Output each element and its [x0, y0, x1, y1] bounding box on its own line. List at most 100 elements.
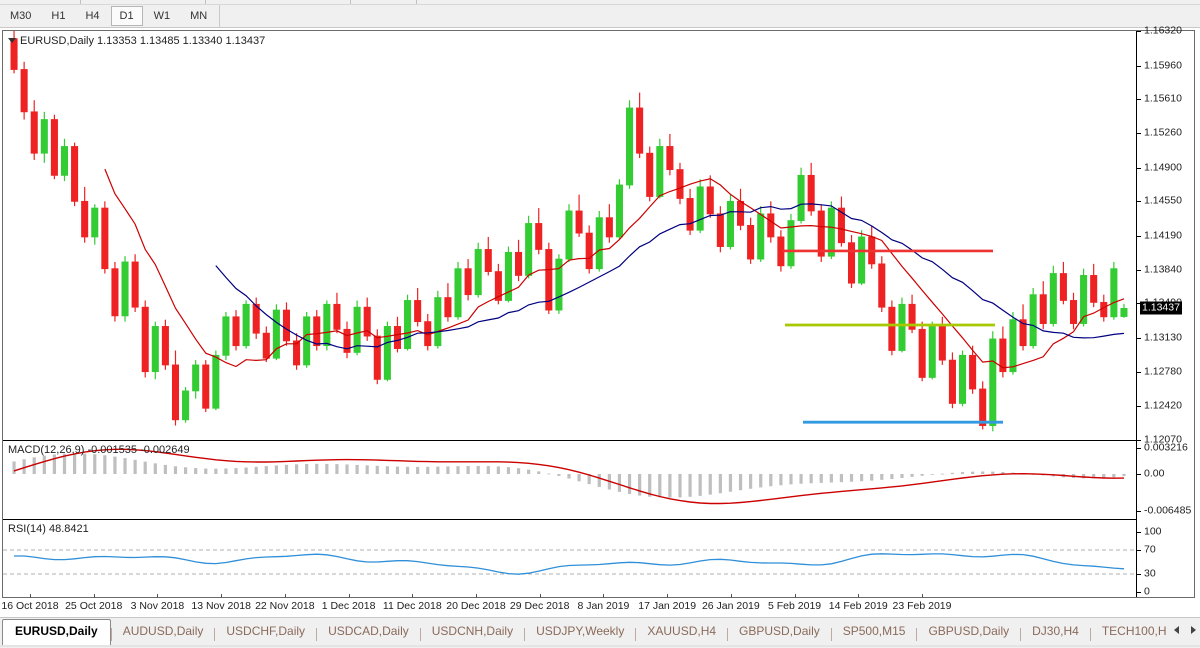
price-axis-tick: [1137, 406, 1141, 408]
chart-tab-dj30-h4[interactable]: DJ30,H4: [1032, 624, 1079, 638]
timeframe-button-group: M30 H1 H4 D1 W1 MN: [0, 5, 221, 27]
pane-separator-2: [3, 519, 1139, 520]
chart-tab-eurusd-daily[interactable]: EURUSD,Daily: [2, 619, 111, 645]
rsi-plot-area[interactable]: [3, 520, 1194, 597]
price-axis[interactable]: 1.16320 1.15960 1.15610 1.15260 1.14900 1.145…: [1137, 25, 1194, 598]
macd-pane-label: MACD(12,26,9) -0.001535 -0.002649: [8, 444, 190, 456]
chart-tab-tech100-h[interactable]: TECH100,H: [1101, 624, 1167, 638]
tab-scroll-arrows[interactable]: [1174, 626, 1196, 634]
date-axis-tick: [412, 594, 414, 598]
rsi-axis-tick: [1137, 574, 1141, 575]
scroll-left-icon[interactable]: [1174, 626, 1179, 634]
price-axis-label: 1.12780: [1144, 365, 1182, 378]
tab-divider: [727, 628, 729, 641]
chart-tab-audusd-daily[interactable]: AUDUSD,Daily: [122, 624, 204, 638]
date-axis-tick: [284, 594, 286, 598]
chart-tab-usdcnh-daily[interactable]: USDCNH,Daily: [431, 624, 514, 638]
date-axis-tick: [730, 594, 732, 598]
timeframe-button-mn[interactable]: MN: [190, 10, 208, 22]
rsi-axis-label: 0: [1144, 585, 1150, 598]
collapse-triangle-icon[interactable]: [8, 37, 16, 43]
axis-divider: [1136, 31, 1137, 597]
date-axis-label: 16 Oct 2018: [1, 600, 59, 612]
date-axis-tick: [794, 594, 796, 598]
price-axis-label: 1.12420: [1144, 399, 1182, 412]
price-axis-label: 1.14190: [1144, 229, 1182, 242]
date-axis-label: 25 Oct 2018: [65, 600, 123, 612]
chart-tab-usdchf-daily[interactable]: USDCHF,Daily: [226, 624, 306, 638]
chart-tab-gbpusd-daily[interactable]: GBPUSD,Daily: [928, 624, 1010, 638]
toolbar-underline: [0, 4, 1200, 5]
price-pane-label: EURUSD,Daily 1.13353 1.13485 1.13340 1.1…: [8, 35, 265, 47]
rsi-pane-label: RSI(14) 48.8421: [8, 523, 89, 535]
chart-tab-xauusd-h4[interactable]: XAUUSD,H4: [647, 624, 717, 638]
price-axis-tick: [1137, 99, 1141, 101]
date-axis: 16 Oct 2018 25 Oct 2018 3 Nov 2018 13 Nov 2…: [1, 594, 1195, 615]
price-axis-tick: [1137, 235, 1141, 237]
chart-frame[interactable]: EURUSD,Daily 1.13353 1.13485 1.13340 1.1…: [2, 25, 1195, 598]
tab-divider: [214, 628, 216, 641]
macd-axis-tick: [1137, 448, 1141, 449]
date-axis-label: 1 Dec 2018: [321, 600, 376, 612]
current-price-badge: 1.13437: [1140, 301, 1182, 315]
date-axis-tick: [30, 594, 31, 598]
pane-separator-1: [3, 440, 1139, 441]
price-axis-tick: [1137, 269, 1141, 271]
rsi-svg: [3, 549, 1139, 575]
timeframe-button-h4[interactable]: H4: [85, 10, 100, 22]
price-axis-tick: [1137, 303, 1141, 305]
macd-axis-label: 0.00: [1144, 467, 1165, 480]
chart-tab-usdcad-daily[interactable]: USDCAD,Daily: [328, 624, 409, 638]
rsi-pane[interactable]: RSI(14) 48.8421: [3, 520, 1194, 597]
rsi-axis-label: 70: [1144, 543, 1156, 556]
chart-tab-gbpusd-daily[interactable]: GBPUSD,Daily: [739, 624, 820, 638]
date-axis-label: 22 Nov 2018: [255, 600, 315, 612]
price-axis-label: 1.13840: [1144, 263, 1182, 276]
date-axis-tick: [348, 594, 350, 598]
timeframe-button-d1[interactable]: D1: [110, 6, 143, 26]
symbol-ohlc-text: EURUSD,Daily 1.13353 1.13485 1.13340 1.1…: [20, 35, 266, 47]
date-axis-tick: [603, 594, 605, 598]
macd-axis-label: 0.003216: [1144, 441, 1188, 454]
price-axis-tick: [1137, 65, 1141, 67]
price-axis-tick: [1137, 371, 1141, 373]
timeframe-button-m30[interactable]: M30: [10, 10, 32, 22]
chart-tab-sp500-m15[interactable]: SP500,M15: [842, 624, 906, 638]
price-axis-label: 1.14900: [1144, 161, 1182, 174]
rsi-axis-tick: [1137, 592, 1141, 593]
chart-tab-usdjpy-weekly[interactable]: USDJPY,Weekly: [536, 624, 625, 638]
tab-divider: [1020, 628, 1022, 641]
price-axis-tick: [1137, 337, 1141, 339]
date-axis-label: 17 Jan 2019: [638, 600, 697, 612]
macd-axis-label: -0.006485: [1144, 504, 1192, 517]
date-axis-tick: [476, 594, 477, 598]
price-axis-tick: [1137, 167, 1141, 169]
price-axis-label: 1.16320: [1144, 24, 1182, 37]
date-axis-tick: [157, 594, 159, 598]
timeframe-button-w1[interactable]: W1: [153, 10, 171, 22]
tab-bar-underline: [0, 645, 1200, 647]
candlestick-svg: [10, 31, 1128, 432]
price-axis-label: 1.15610: [1144, 92, 1182, 105]
date-axis-tick: [858, 594, 860, 598]
timeframe-button-h1[interactable]: H1: [51, 10, 66, 22]
tab-divider: [419, 628, 421, 641]
macd-plot-area[interactable]: [3, 441, 1194, 519]
price-axis-tick: [1137, 440, 1141, 441]
tab-divider: [916, 628, 918, 641]
price-pane[interactable]: EURUSD,Daily 1.13353 1.13485 1.13340 1.1…: [3, 31, 1194, 440]
tab-divider: [110, 628, 112, 641]
price-plot-area[interactable]: [3, 31, 1194, 440]
date-axis-tick: [93, 594, 95, 598]
chart-tab-bar: EURUSD,Daily AUDUSD,Daily USDCHF,Daily USDC…: [0, 617, 1200, 648]
timeframe-bar: M30 H1 H4 D1 W1 MN: [0, 5, 1200, 28]
chart-tabs: EURUSD,Daily AUDUSD,Daily USDCHF,Daily USDC…: [2, 619, 1178, 646]
tab-divider: [524, 628, 526, 641]
price-axis-tick: [1137, 201, 1141, 203]
scroll-right-icon[interactable]: [1191, 626, 1196, 634]
tab-divider: [635, 628, 637, 641]
tab-divider: [830, 628, 832, 641]
date-axis-label: 3 Nov 2018: [130, 600, 185, 612]
date-axis-tick: [667, 594, 669, 598]
macd-pane[interactable]: MACD(12,26,9) -0.001535 -0.002649: [3, 441, 1194, 519]
